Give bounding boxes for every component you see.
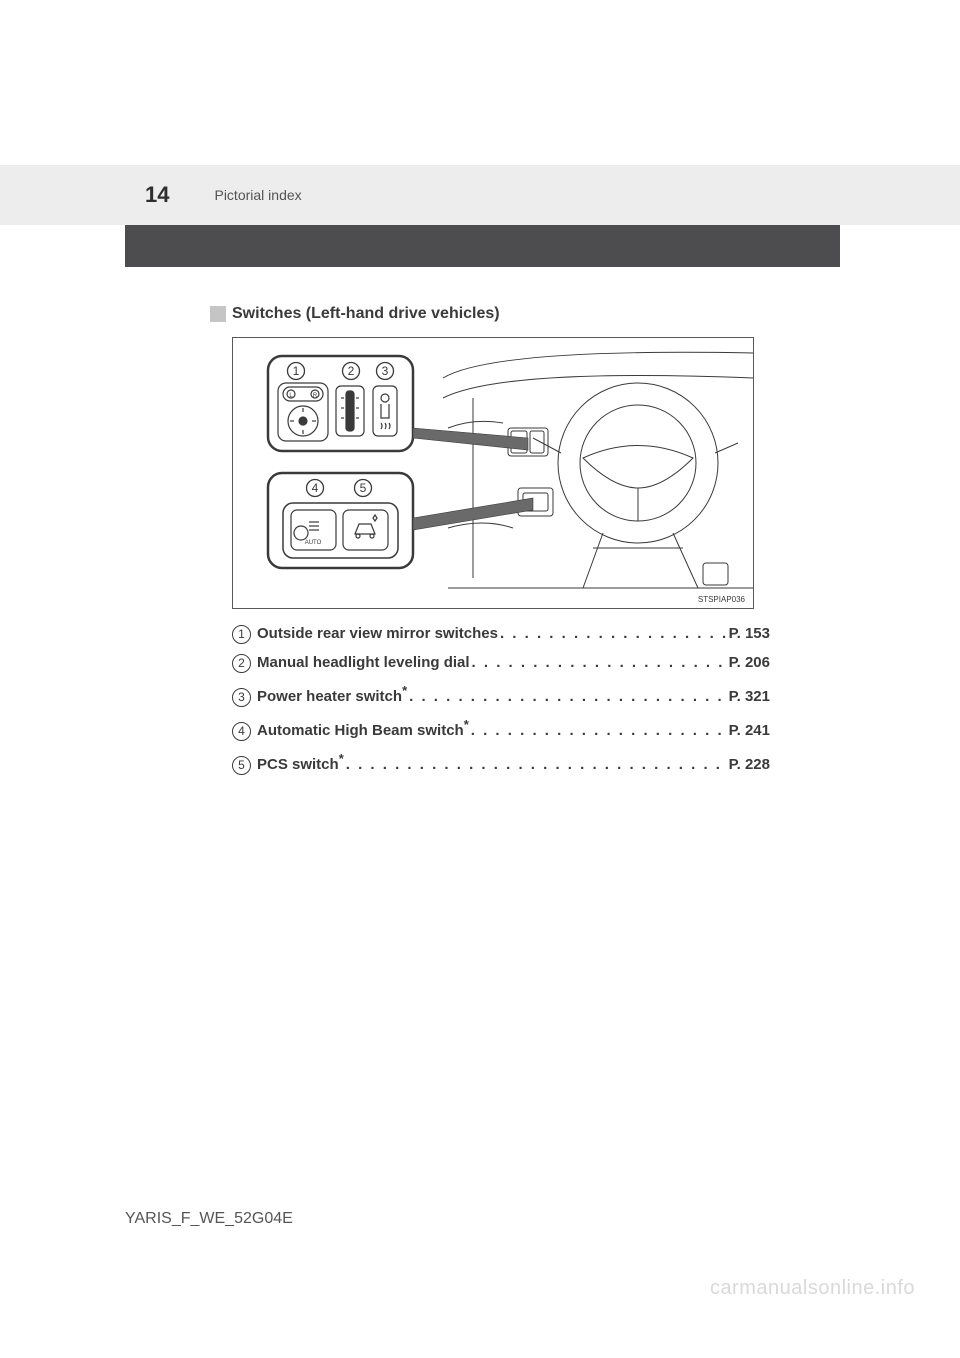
- diagram-callout-4: 4: [312, 481, 319, 495]
- heading-row: Switches (Left-hand drive vehicles): [210, 305, 770, 323]
- header-bar: 14 Pictorial index: [0, 165, 960, 225]
- diagram-callout-2: 2: [348, 364, 355, 378]
- heading-square-icon: [210, 306, 226, 322]
- dashboard-diagram-svg: 1 2 3 L R: [233, 338, 753, 608]
- index-row-5: 5 PCS switch* . . . . . . . . . . . . . …: [232, 751, 770, 775]
- index-row-2: 2 Manual headlight leveling dial . . . .…: [232, 654, 770, 673]
- diagram-callout-5: 5: [360, 481, 367, 495]
- content-area: Switches (Left-hand drive vehicles): [210, 305, 770, 785]
- index-row-1: 1 Outside rear view mirror switches . . …: [232, 625, 770, 644]
- index-row-3: 3 Power heater switch* . . . . . . . . .…: [232, 683, 770, 707]
- dark-bar: [125, 225, 840, 267]
- diagram-wrap: 1 2 3 L R: [232, 337, 752, 609]
- index-label-2: Manual headlight leveling dial: [257, 654, 470, 671]
- leader-dots: . . . . . . . . . . . . . . . . . . . . …: [469, 722, 729, 739]
- leader-dots: . . . . . . . . . . . . . . . . . . . . …: [344, 756, 729, 773]
- svg-text:AUTO: AUTO: [305, 540, 322, 546]
- leader-dots: . . . . . . . . . . . . . . . . . . . . …: [498, 625, 729, 642]
- index-label-1: Outside rear view mirror switches: [257, 625, 498, 642]
- section-title: Pictorial index: [214, 187, 301, 203]
- index-number-4: 4: [232, 722, 251, 741]
- index-number-5: 5: [232, 756, 251, 775]
- diagram-box: 1 2 3 L R: [232, 337, 754, 609]
- page-number: 14: [145, 182, 169, 208]
- index-label-5: PCS switch*: [257, 751, 344, 773]
- index-page-1: P. 153: [729, 625, 770, 642]
- index-label-4: Automatic High Beam switch*: [257, 717, 469, 739]
- index-page-2: P. 206: [729, 654, 770, 671]
- index-number-3: 3: [232, 688, 251, 707]
- index-list: 1 Outside rear view mirror switches . . …: [232, 625, 770, 775]
- leader-dots: . . . . . . . . . . . . . . . . . . . . …: [470, 654, 729, 671]
- diagram-image-id: STSPIAP036: [698, 595, 746, 604]
- leader-dots: . . . . . . . . . . . . . . . . . . . . …: [407, 688, 728, 705]
- index-page-4: P. 241: [729, 722, 770, 739]
- index-row-4: 4 Automatic High Beam switch* . . . . . …: [232, 717, 770, 741]
- footer-watermark: carmanualsonline.info: [710, 1277, 915, 1300]
- heading-text: Switches (Left-hand drive vehicles): [232, 305, 500, 323]
- index-label-3: Power heater switch*: [257, 683, 407, 705]
- svg-text:R: R: [313, 393, 318, 399]
- index-page-5: P. 228: [729, 756, 770, 773]
- diagram-callout-1: 1: [293, 364, 300, 378]
- diagram-callout-3: 3: [382, 364, 389, 378]
- index-number-1: 1: [232, 625, 251, 644]
- footer-doc-id: YARIS_F_WE_52G04E: [125, 1210, 293, 1228]
- index-number-2: 2: [232, 654, 251, 673]
- index-page-3: P. 321: [729, 688, 770, 705]
